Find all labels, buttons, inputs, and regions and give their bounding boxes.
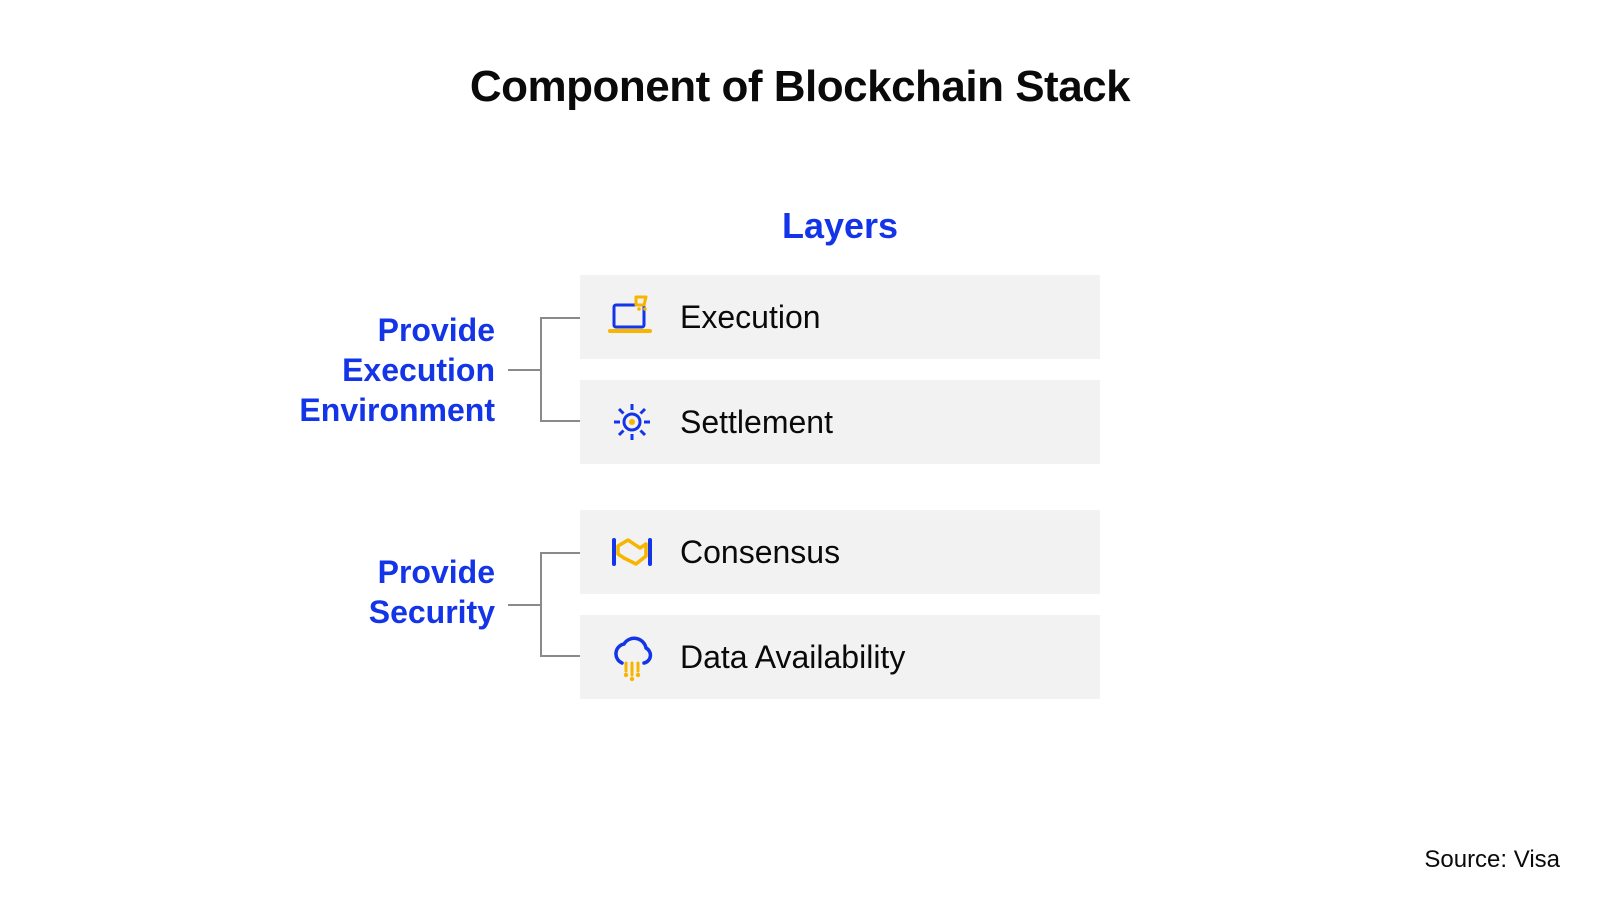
group-label-line: Provide [378, 312, 495, 348]
cloud-data-icon [606, 631, 658, 683]
layer-box-settlement: Settlement [580, 380, 1100, 464]
layers-heading: Layers [580, 205, 1100, 247]
layer-box-data-availability: Data Availability [580, 615, 1100, 699]
diagram-title: Component of Blockchain Stack [0, 62, 1600, 112]
laptop-cart-icon [606, 291, 658, 343]
group-label-execution-env: Provide Execution Environment [200, 310, 495, 430]
bracket-stem [508, 604, 542, 606]
group-label-line: Security [369, 594, 495, 630]
handshake-icon [606, 526, 658, 578]
layer-label: Data Availability [680, 639, 905, 676]
layer-box-consensus: Consensus [580, 510, 1100, 594]
bracket-arm [542, 420, 582, 422]
source-attribution: Source: Visa [1424, 846, 1560, 874]
layer-label: Settlement [680, 404, 833, 441]
gear-icon [606, 396, 658, 448]
bracket-arm [542, 655, 582, 657]
bracket-arm [542, 552, 582, 554]
bracket-group-2 [540, 552, 542, 657]
layer-label: Consensus [680, 534, 840, 571]
group-label-security: Provide Security [200, 552, 495, 632]
group-label-line: Provide [378, 554, 495, 590]
group-label-line: Execution [342, 352, 495, 388]
group-label-line: Environment [299, 392, 495, 428]
bracket-arm [542, 317, 582, 319]
layer-box-execution: Execution [580, 275, 1100, 359]
bracket-group-1 [540, 317, 542, 422]
layer-label: Execution [680, 299, 821, 336]
bracket-stem [508, 369, 542, 371]
